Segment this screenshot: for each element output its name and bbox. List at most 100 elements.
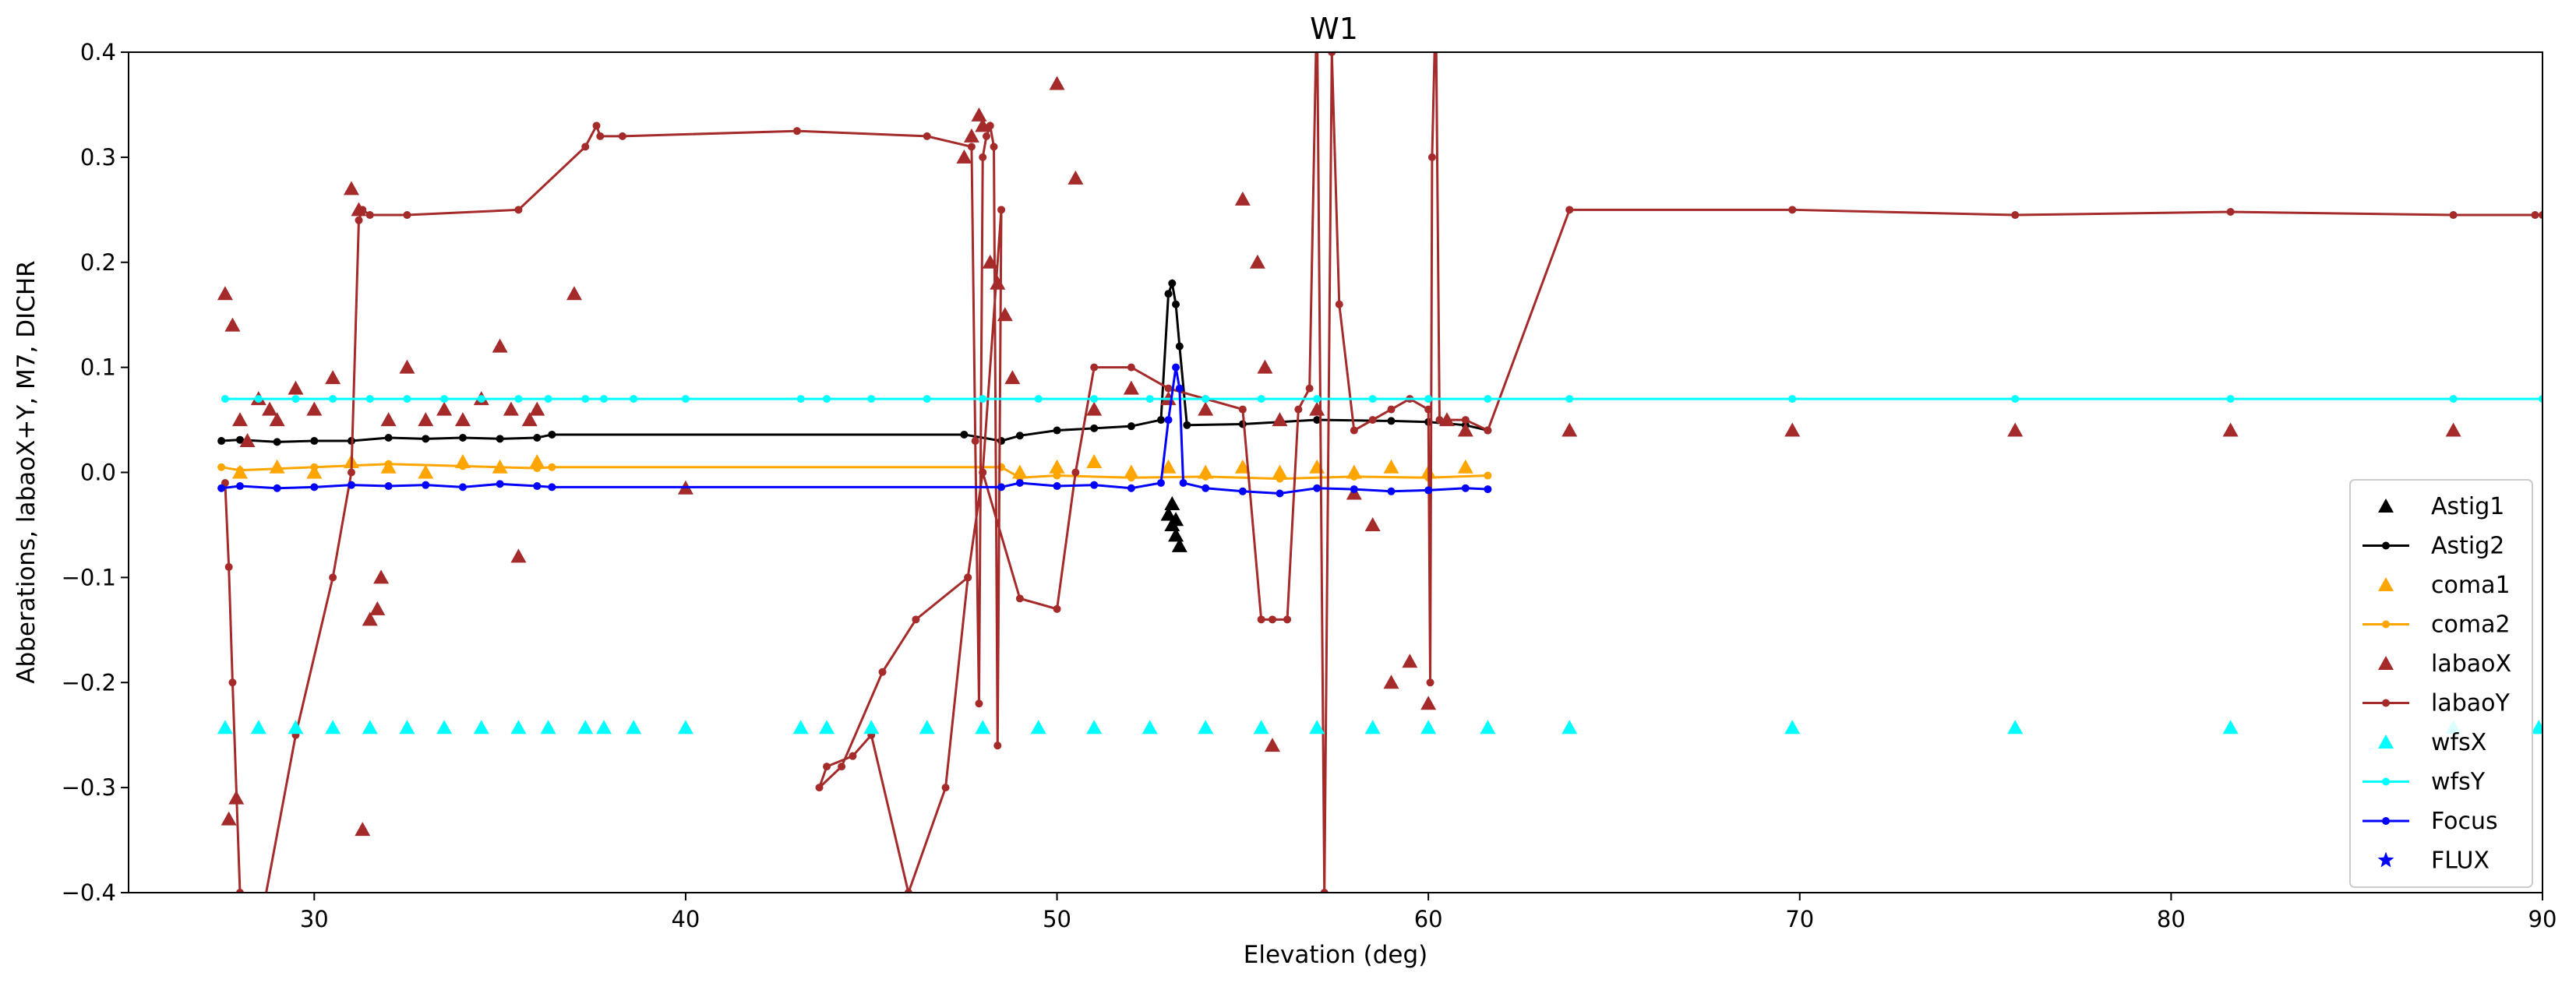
- y-tick-label: −0.4: [62, 879, 116, 906]
- data-point: [306, 401, 323, 416]
- data-point: [544, 395, 552, 403]
- data-point: [2222, 422, 2239, 437]
- data-point: [235, 482, 244, 491]
- data-point: [510, 548, 527, 563]
- data-point: [533, 464, 542, 473]
- data-point: [2226, 208, 2235, 217]
- data-point: [369, 601, 386, 615]
- data-point: [941, 784, 950, 792]
- data-point: [1145, 395, 1154, 403]
- data-point: [1427, 153, 1436, 161]
- data-point: [2449, 211, 2458, 220]
- data-point: [1328, 52, 1336, 56]
- data-point: [358, 206, 367, 214]
- x-tick-label: 50: [1043, 906, 1071, 932]
- data-point: [1565, 395, 1574, 403]
- data-point: [1164, 416, 1173, 425]
- x-axis-title: Elevation (deg): [1244, 941, 1427, 969]
- data-point: [1283, 615, 1292, 624]
- data-point: [231, 412, 248, 427]
- data-point: [1086, 401, 1103, 416]
- data-point: [235, 435, 244, 444]
- data-point: [1202, 395, 1210, 403]
- data-point: [1049, 459, 1065, 474]
- data-point: [979, 468, 987, 477]
- data-point: [997, 206, 1006, 214]
- data-point: [823, 395, 831, 403]
- data-point: [1172, 300, 1180, 308]
- data-point: [1183, 421, 1191, 429]
- legend-label: Focus: [2431, 808, 2498, 835]
- data-point: [1424, 405, 1433, 414]
- data-point: [347, 481, 355, 489]
- data-point: [355, 216, 363, 224]
- data-point: [1383, 459, 1399, 474]
- data-point: [577, 720, 594, 735]
- data-point: [250, 720, 266, 735]
- data-point: [1164, 290, 1173, 298]
- data-point: [997, 483, 1006, 492]
- data-point: [1364, 720, 1381, 735]
- data-point: [956, 149, 972, 164]
- data-point: [1164, 384, 1173, 393]
- data-point: [1309, 720, 1325, 735]
- data-point: [325, 720, 341, 735]
- data-point: [1127, 484, 1135, 492]
- data-point: [521, 412, 538, 427]
- chart-title: W1: [1310, 12, 1358, 46]
- data-point: [380, 412, 397, 427]
- data-point: [677, 720, 693, 735]
- legend-label: coma1: [2431, 572, 2511, 599]
- data-point: [496, 480, 504, 488]
- data-point: [600, 395, 609, 403]
- data-point: [630, 395, 638, 403]
- data-point: [373, 569, 390, 584]
- legend-label: labaoX: [2431, 650, 2511, 678]
- legend-marker: [2382, 699, 2390, 707]
- data-point: [347, 468, 355, 477]
- data-point: [403, 211, 411, 220]
- data-point: [1457, 422, 1473, 437]
- data-point: [1049, 76, 1065, 90]
- data-point: [1272, 412, 1288, 427]
- data-point: [596, 132, 605, 140]
- data-point: [454, 454, 471, 469]
- data-point: [1565, 206, 1574, 214]
- data-point: [1402, 654, 1418, 668]
- data-point: [960, 430, 969, 439]
- data-point: [1249, 254, 1265, 269]
- series-wfsx: [217, 720, 2542, 735]
- data-point: [269, 412, 285, 427]
- data-point: [548, 463, 556, 471]
- series-coma1: [231, 454, 1473, 479]
- data-point: [1198, 401, 1214, 416]
- data-point: [1202, 472, 1210, 481]
- legend-marker: [2377, 851, 2394, 868]
- data-point: [496, 435, 504, 443]
- data-point: [1368, 416, 1377, 425]
- y-tick-label: 0.4: [80, 39, 116, 65]
- data-point: [971, 437, 979, 446]
- legend-marker: [2378, 656, 2394, 670]
- data-point: [422, 481, 430, 489]
- legend-entry: Focus: [2363, 808, 2498, 835]
- data-point: [288, 720, 304, 735]
- data-point: [792, 127, 801, 136]
- data-point: [1202, 484, 1210, 492]
- data-point: [1480, 720, 1496, 735]
- data-point: [1053, 471, 1061, 480]
- data-point: [217, 437, 226, 446]
- data-point: [503, 401, 519, 416]
- data-point: [217, 484, 226, 492]
- data-point: [1179, 478, 1187, 487]
- data-point: [343, 181, 359, 196]
- data-point: [329, 573, 337, 582]
- data-point: [436, 401, 453, 416]
- data-point: [1142, 720, 1158, 735]
- data-point: [2011, 395, 2020, 403]
- data-point: [1090, 395, 1099, 403]
- data-point: [2007, 422, 2024, 437]
- data-point: [217, 286, 233, 301]
- series-labaox: [217, 76, 2461, 837]
